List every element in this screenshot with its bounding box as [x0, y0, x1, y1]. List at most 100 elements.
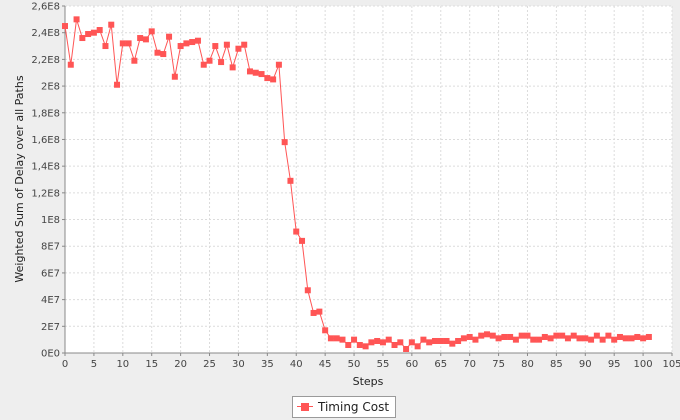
- data-point: [593, 332, 600, 339]
- gridlines: [64, 5, 673, 354]
- data-point: [171, 73, 178, 80]
- data-point: [194, 37, 201, 44]
- data-point: [374, 337, 381, 344]
- data-point: [391, 341, 398, 348]
- x-tick-label: 15: [145, 359, 158, 370]
- data-point: [229, 64, 236, 71]
- data-point: [287, 177, 294, 184]
- data-point: [455, 337, 462, 344]
- data-point: [96, 27, 103, 34]
- data-point: [154, 49, 161, 56]
- data-point: [507, 333, 514, 340]
- x-tick-label: 85: [550, 359, 563, 370]
- data-point: [62, 23, 68, 30]
- data-point: [576, 335, 583, 342]
- x-tick-label: 80: [521, 359, 534, 370]
- x-tick-label: 65: [434, 359, 447, 370]
- data-point: [293, 228, 300, 235]
- data-point: [362, 343, 369, 350]
- y-tick-label: 2E8: [41, 82, 60, 93]
- data-point: [449, 340, 456, 347]
- x-tick-label: 100: [634, 359, 653, 370]
- data-point: [489, 332, 496, 339]
- data-point: [403, 345, 410, 352]
- x-tick-label: 50: [348, 359, 361, 370]
- data-point: [304, 287, 311, 294]
- data-point: [541, 333, 548, 340]
- data-point: [466, 333, 473, 340]
- data-point: [368, 339, 375, 346]
- data-point: [599, 336, 606, 343]
- data-point: [183, 40, 190, 47]
- x-axis-label: Steps: [353, 375, 384, 388]
- plot-area: [65, 6, 672, 353]
- data-point: [518, 332, 525, 339]
- data-point: [622, 335, 629, 342]
- series-group: [62, 16, 652, 352]
- data-point: [131, 57, 138, 64]
- y-tick-label: 2,2E8: [31, 55, 60, 66]
- y-tick-label: 2,4E8: [31, 28, 60, 39]
- data-point: [299, 237, 306, 244]
- data-point: [345, 341, 352, 348]
- data-point: [327, 335, 334, 342]
- data-point: [114, 81, 121, 88]
- data-point: [379, 339, 386, 346]
- data-point: [281, 139, 288, 146]
- x-tick-label: 75: [492, 359, 505, 370]
- data-point: [431, 337, 438, 344]
- data-point: [333, 335, 340, 342]
- y-tick-label: 2E7: [41, 322, 60, 333]
- y-tick-label: 8E7: [41, 242, 60, 253]
- data-point: [472, 336, 479, 343]
- data-point: [605, 332, 612, 339]
- data-point: [628, 335, 635, 342]
- data-point: [189, 39, 196, 46]
- x-tick-label: 35: [261, 359, 274, 370]
- data-point: [426, 339, 433, 346]
- data-point: [385, 336, 392, 343]
- y-axis-label: Weighted Sum of Delay over all Paths: [13, 75, 26, 282]
- data-point: [137, 35, 144, 42]
- y-tick-label: 6E7: [41, 268, 60, 279]
- data-point: [530, 336, 537, 343]
- data-point: [160, 51, 167, 58]
- data-point: [246, 68, 253, 75]
- legend-swatch: [297, 402, 313, 412]
- data-point: [460, 335, 467, 342]
- data-point: [270, 76, 277, 83]
- x-tick-label: 0: [62, 359, 68, 370]
- x-tick-label: 70: [463, 359, 476, 370]
- data-point: [570, 332, 577, 339]
- data-point: [310, 309, 317, 316]
- data-point: [85, 31, 92, 38]
- data-point: [241, 41, 248, 48]
- data-point: [125, 40, 132, 47]
- data-point: [339, 336, 346, 343]
- data-point: [645, 333, 652, 340]
- data-point: [218, 59, 225, 66]
- x-tick-label: 45: [319, 359, 332, 370]
- data-point: [536, 336, 543, 343]
- data-point: [524, 332, 531, 339]
- x-tick-label: 25: [203, 359, 216, 370]
- data-point: [484, 331, 491, 338]
- data-point: [166, 33, 173, 40]
- data-point: [206, 57, 213, 64]
- data-point: [478, 332, 485, 339]
- x-tick-label: 20: [174, 359, 187, 370]
- data-point: [212, 43, 219, 50]
- data-point: [264, 75, 271, 82]
- data-point: [177, 43, 184, 50]
- x-tick-label: 5: [91, 359, 97, 370]
- data-point: [420, 336, 427, 343]
- data-point: [397, 339, 404, 346]
- data-point: [73, 16, 80, 23]
- data-point: [102, 43, 109, 50]
- data-point: [316, 308, 323, 315]
- y-tick-label: 2,6E8: [31, 2, 60, 13]
- data-point: [547, 335, 554, 342]
- data-point: [582, 335, 589, 342]
- data-point: [501, 333, 508, 340]
